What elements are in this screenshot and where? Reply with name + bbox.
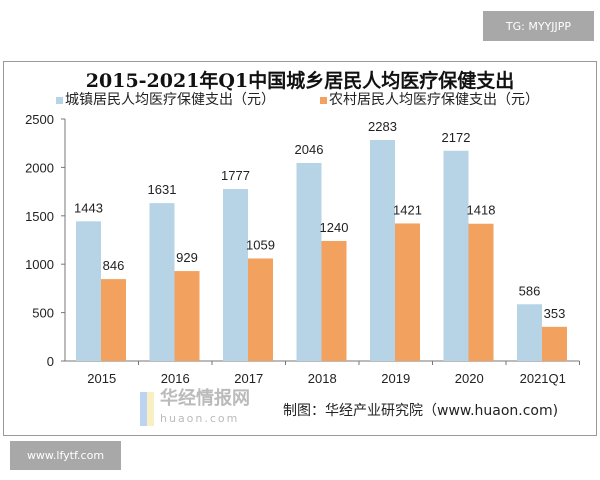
data-label-rural: 1059 <box>246 237 275 252</box>
bar-urban <box>149 203 175 361</box>
x-tick-label: 2021Q1 <box>520 371 566 386</box>
y-tick-label: 500 <box>32 306 54 321</box>
chart-title: 2015-2021年Q1中国城乡居民人均医疗保健支出 <box>85 70 515 92</box>
data-label-urban: 1777 <box>221 168 250 183</box>
data-label-rural: 929 <box>176 250 198 265</box>
bar-urban <box>76 221 101 361</box>
bar-urban <box>296 162 322 361</box>
data-label-urban: 586 <box>519 283 541 298</box>
legend-label-rural: 农村居民人均医疗保健支出（元） <box>329 92 539 108</box>
data-label-urban: 2046 <box>295 142 324 157</box>
bar-urban <box>370 140 395 361</box>
data-label-rural: 846 <box>103 258 125 273</box>
bar-rural <box>542 326 567 361</box>
data-label-rural: 1421 <box>393 202 422 217</box>
x-tick-label: 2016 <box>161 371 190 386</box>
x-tick-label: 2018 <box>308 371 337 386</box>
bar-rural <box>174 271 200 361</box>
chart-source: 制图：华经产业研究院（www.huaon.com) <box>283 403 559 419</box>
y-tick-label: 2500 <box>25 112 54 127</box>
legend-swatch-rural <box>320 97 327 104</box>
data-label-rural: 1418 <box>467 203 496 218</box>
bar-urban <box>517 304 542 361</box>
data-label-urban: 1443 <box>74 200 103 215</box>
x-tick-label: 2019 <box>381 371 410 386</box>
x-tick-label: 2020 <box>455 371 484 386</box>
watermark-en: huaon.com <box>160 412 240 425</box>
legend-label-urban: 城镇居民人均医疗保健支出（元） <box>65 92 275 108</box>
bar-rural <box>468 223 494 361</box>
site-watermark-tag: www.lfytf.com <box>10 441 121 470</box>
legend-swatch-urban <box>56 97 63 104</box>
legend-urban: 城镇居民人均医疗保健支出（元） <box>56 92 275 109</box>
data-label-urban: 1631 <box>148 182 177 197</box>
bar-rural <box>101 279 126 361</box>
bar-rural <box>248 258 273 361</box>
data-label-urban: 2172 <box>442 130 471 145</box>
bar-urban <box>443 150 469 361</box>
bar-rural <box>395 223 420 361</box>
y-tick-label: 1500 <box>25 209 54 224</box>
watermark-cn: 华经情报网 <box>160 388 250 409</box>
x-tick-label: 2015 <box>87 371 116 386</box>
y-tick-label: 1000 <box>25 257 54 272</box>
data-label-rural: 1240 <box>320 220 349 235</box>
y-tick-label: 2000 <box>25 160 54 175</box>
data-label-rural: 353 <box>544 306 566 321</box>
y-tick-label: 0 <box>47 354 54 369</box>
tg-watermark-tag: TG: MYYJJPP <box>483 11 594 41</box>
legend-rural: 农村居民人均医疗保健支出（元） <box>320 92 539 109</box>
watermark-logo-icon <box>140 392 154 426</box>
bar-urban <box>223 188 248 361</box>
data-label-urban: 2283 <box>368 119 397 134</box>
x-tick-label: 2017 <box>234 371 263 386</box>
bar-rural <box>321 240 347 361</box>
